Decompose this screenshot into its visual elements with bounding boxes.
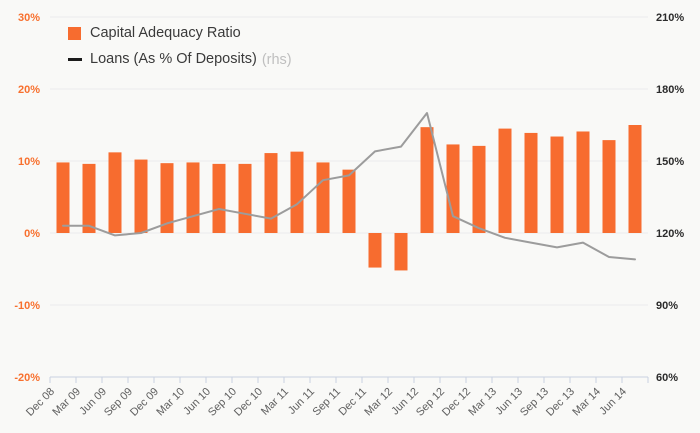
x-axis-label-dec-08: Dec 08 xyxy=(24,386,57,419)
bar-jun-09 xyxy=(108,152,122,233)
left-axis-label-20pct: 20% xyxy=(18,84,40,96)
bar-sep-10 xyxy=(238,163,252,233)
right-axis-label-150pct: 150% xyxy=(656,156,684,168)
left-axis-label-0pct: 0% xyxy=(24,228,40,240)
bar-dec-12 xyxy=(472,145,486,233)
bar-mar-11 xyxy=(290,151,304,233)
legend-label-capital-adequacy-ratio: Capital Adequacy Ratio xyxy=(90,25,241,41)
x-axis-label-dec-10: Dec 10 xyxy=(232,386,265,419)
x-axis-label-mar-12: Mar 12 xyxy=(362,386,395,419)
bar-dec-09 xyxy=(160,163,174,233)
left-axis-label--10pct: -10% xyxy=(14,300,40,312)
bar-jun-11 xyxy=(316,162,330,233)
bar-dec-08 xyxy=(56,162,70,233)
x-axis-label-dec-13: Dec 13 xyxy=(544,386,577,419)
bar-mar-10 xyxy=(186,162,200,233)
bar-sep-11 xyxy=(342,169,356,233)
legend-label-loans-deposits: Loans (As % Of Deposits) xyxy=(90,51,257,67)
x-axis-label-mar-14: Mar 14 xyxy=(570,386,603,419)
bar-mar-14 xyxy=(602,140,616,233)
x-axis-label-mar-11: Mar 11 xyxy=(259,386,291,418)
bar-sep-09 xyxy=(134,159,148,233)
x-axis-label-sep-11: Sep 11 xyxy=(311,386,344,419)
bar-dec-10 xyxy=(264,153,278,233)
bar-jun-12 xyxy=(420,127,434,233)
bar-series-swatch-icon xyxy=(68,27,81,40)
x-axis-label-mar-09: Mar 09 xyxy=(50,386,83,419)
legend-rhs-suffix: (rhs) xyxy=(261,51,292,68)
right-axis-label-90pct: 90% xyxy=(656,300,678,312)
x-axis-label-mar-10: Mar 10 xyxy=(154,386,187,419)
bar-sep-13 xyxy=(550,136,564,233)
x-axis-label-jun-14: Jun 14 xyxy=(597,386,629,418)
x-axis-label-dec-12: Dec 12 xyxy=(440,386,473,419)
bar-dec-13 xyxy=(576,131,590,233)
right-axis-label-120pct: 120% xyxy=(656,228,684,240)
bar-sep-12 xyxy=(446,144,460,233)
line-series-swatch-icon xyxy=(68,58,82,61)
bar-jun-10 xyxy=(212,163,226,233)
x-axis-label-dec-11: Dec 11 xyxy=(337,386,370,419)
bar-dec-11 xyxy=(368,233,382,268)
left-axis-label-30pct: 30% xyxy=(18,12,40,24)
bar-mar-12 xyxy=(394,233,408,271)
right-axis-label-210pct: 210% xyxy=(656,12,684,24)
bar-jun-13 xyxy=(524,132,538,233)
bar-jun-14 xyxy=(628,125,642,233)
loans-deposits-line xyxy=(62,112,636,261)
x-axis-label-mar-13: Mar 13 xyxy=(466,386,499,419)
legend-item-capital-adequacy-ratio[interactable]: Capital Adequacy Ratio xyxy=(68,23,292,44)
right-axis-label-60pct: 60% xyxy=(656,372,678,384)
left-axis-label-10pct: 10% xyxy=(18,156,40,168)
bar-mar-13 xyxy=(498,128,512,233)
left-axis-label--20pct: -20% xyxy=(14,372,40,384)
right-axis-label-180pct: 180% xyxy=(656,84,684,96)
legend-item-loans-deposits[interactable]: Loans (As % Of Deposits) (rhs) xyxy=(68,49,292,70)
bar-mar-09 xyxy=(82,163,96,233)
chart-legend: Capital Adequacy Ratio Loans (As % Of De… xyxy=(68,23,292,70)
x-axis-label-dec-09: Dec 09 xyxy=(128,386,161,419)
